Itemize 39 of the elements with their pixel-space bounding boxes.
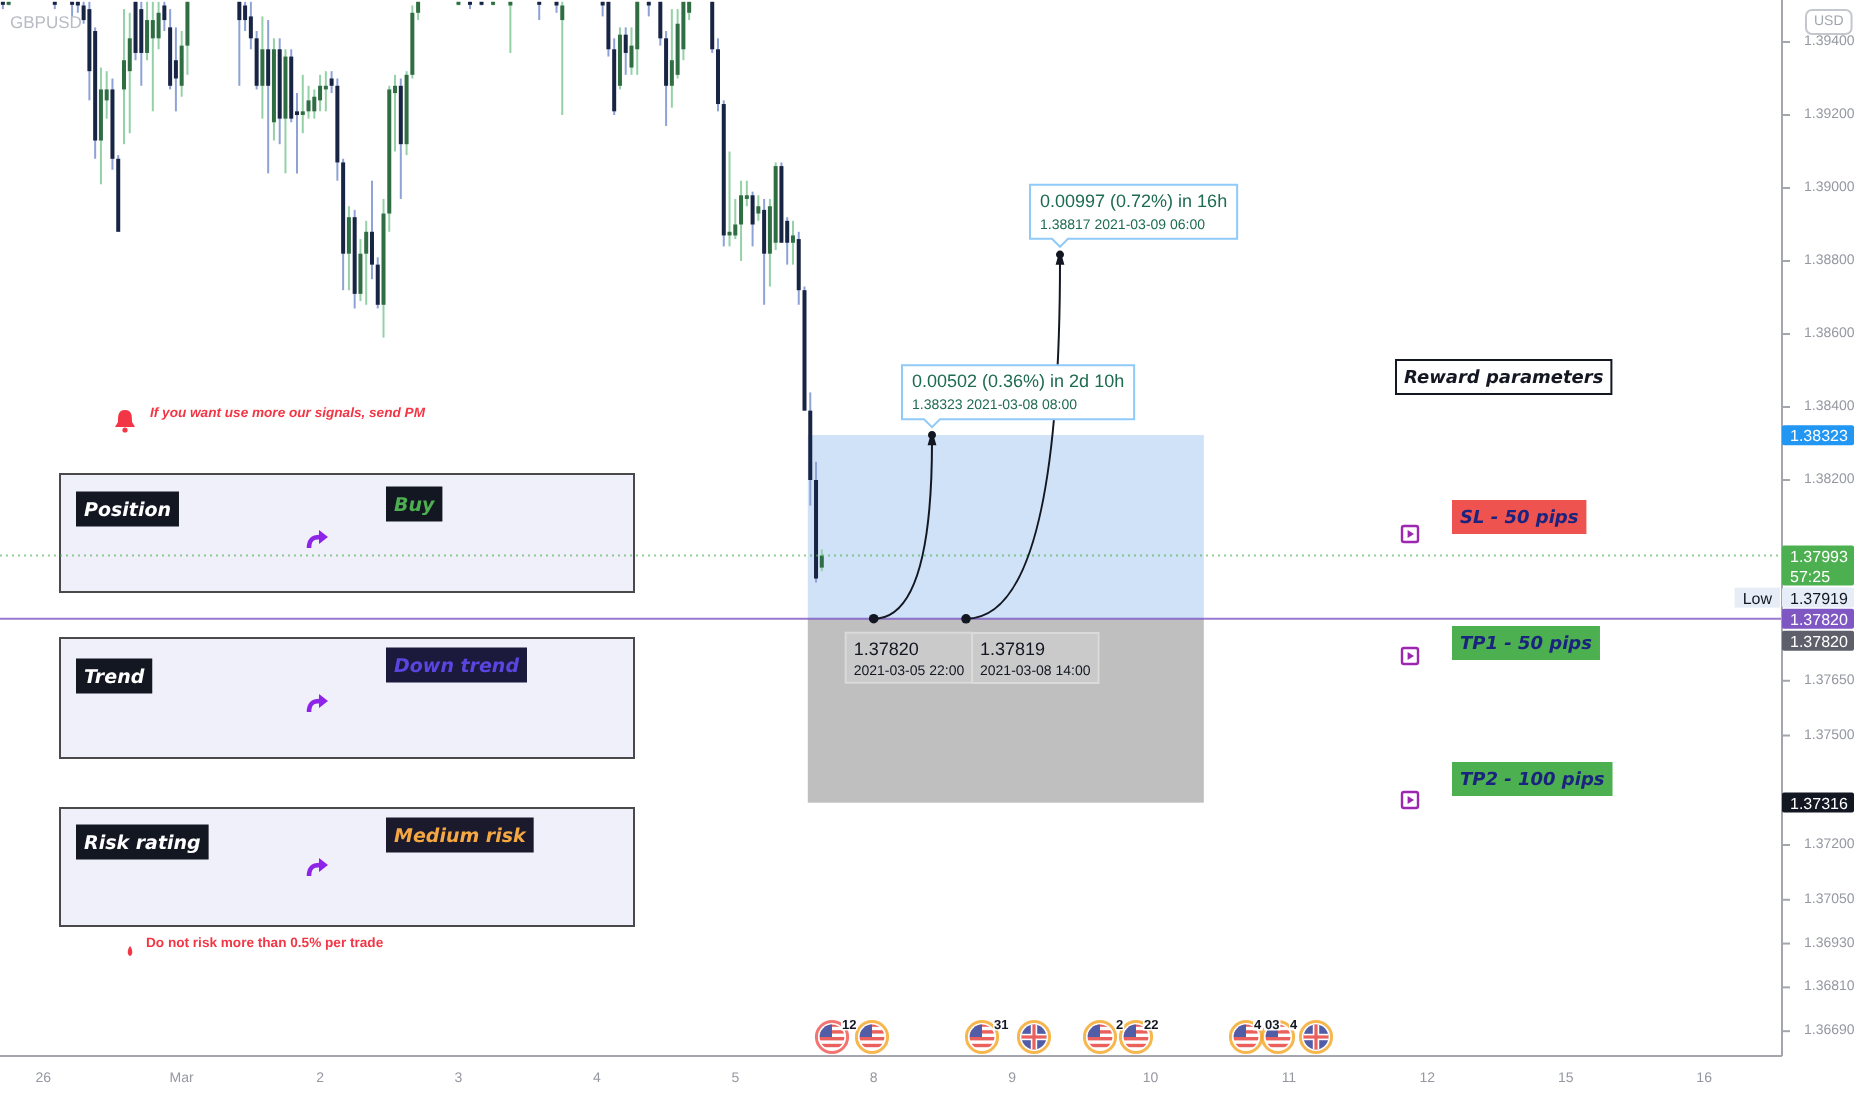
- ref-line-label: 1.37993 57:25: [1790, 547, 1849, 586]
- candlestick: [762, 197, 767, 306]
- candlestick: [139, 0, 144, 87]
- annotation: Down trend: [394, 655, 520, 678]
- annotation: Buy: [394, 494, 437, 517]
- annotation: Reward parameters: [1404, 369, 1605, 390]
- annotation: SL - 50 pips: [1460, 509, 1580, 530]
- text: 1.37316: [1790, 794, 1849, 813]
- candlestick: [121, 8, 126, 146]
- annotation: TP2 - 100 pips: [1460, 771, 1606, 792]
- ref-line-label: 1.37820: [1790, 610, 1849, 629]
- candlestick: [260, 15, 265, 120]
- text: 1.37820: [1790, 632, 1849, 651]
- candlestick: [750, 190, 755, 248]
- candlestick: [756, 194, 761, 222]
- candlestick: [237, 0, 242, 87]
- candlestick: [266, 19, 271, 175]
- candlestick: [623, 26, 628, 76]
- candlestick: [300, 73, 305, 135]
- candlestick: [790, 219, 795, 266]
- candlestick: [635, 0, 640, 76]
- annotation: Risk rating: [84, 832, 202, 855]
- annotation: Medium risk: [394, 825, 528, 848]
- text: 1.38323: [1790, 427, 1849, 446]
- annotation: Low: [1742, 589, 1773, 608]
- candlestick: [318, 73, 323, 113]
- text: 1.37919: [1790, 589, 1849, 608]
- candlestick: [739, 179, 744, 262]
- annotation: Position: [84, 499, 172, 522]
- annotation: TP1 - 50 pips: [1460, 635, 1594, 656]
- candlestick: [173, 26, 178, 113]
- text: GBPUSD: [10, 12, 82, 32]
- candlestick: [669, 8, 674, 109]
- candlestick: [819, 548, 824, 573]
- annotation: Trend: [84, 666, 145, 689]
- candlestick: [346, 205, 351, 292]
- candlestick: [364, 219, 369, 306]
- candlestick: [150, 0, 155, 113]
- candlestick: [560, 0, 565, 116]
